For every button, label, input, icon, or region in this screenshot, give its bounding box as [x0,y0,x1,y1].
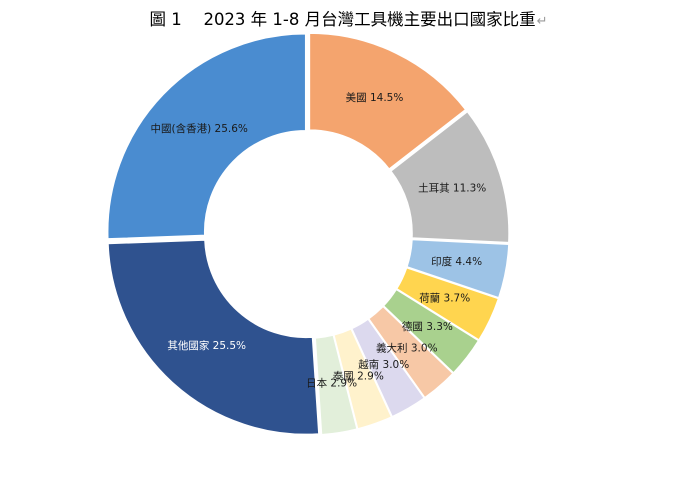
paragraph-mark-icon: ↵ [536,14,548,29]
slice-label-3: 荷蘭 3.7% [419,292,470,305]
slice-8 [314,334,359,436]
slice-label-9: 其他國家 25.5% [167,339,246,352]
slice-label-7: 泰國 2.9% [333,370,384,383]
slice-label-5: 義大利 3.0% [376,341,438,354]
slice-1 [389,110,510,244]
donut-labels: 美國 14.5% 土耳其 11.3% 印度 4.4% 荷蘭 3.7% 德國 3.3% 義大… [151,91,487,389]
slice-label-1: 土耳其 11.3% [418,182,486,195]
slice-label-8: 日本 2.9% [306,376,357,389]
slice-label-4: 德國 3.3% [402,320,453,333]
slice-label-2: 印度 4.4% [431,255,482,268]
chart-title-text: 圖 1 2023 年 1-8 月台灣工具機主要出口國家比重 [149,10,536,29]
slice-2 [405,238,510,299]
slice-label-10: 中國(含香港) 25.6% [151,122,248,135]
slice-label-0: 美國 14.5% [346,91,404,104]
slice-0 [308,32,467,171]
chart-title: 圖 1 2023 年 1-8 月台灣工具機主要出口國家比重↵ [0,6,697,30]
slice-10 [106,33,307,240]
donut-slices [106,32,510,436]
slice-9 [107,239,320,436]
slice-label-6: 越南 3.0% [358,358,409,371]
